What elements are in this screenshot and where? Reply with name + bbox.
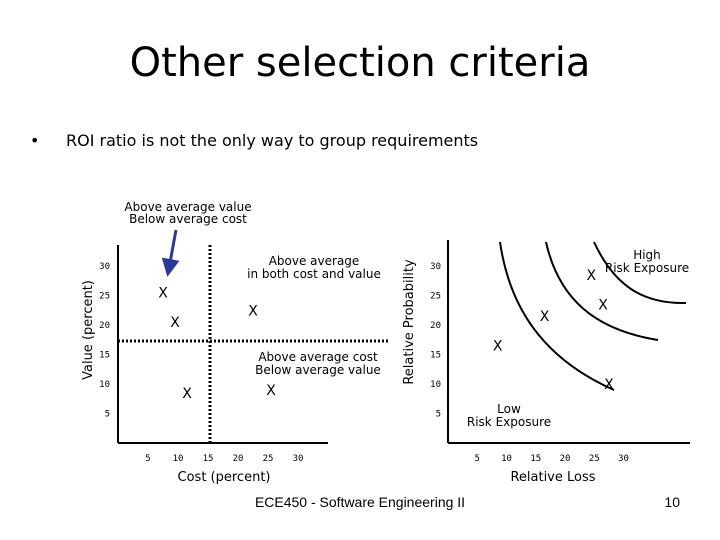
cost-axis-label: Cost (percent) [178,470,271,485]
risk-curve-high [593,241,687,305]
low-risk-note-2: Risk Exposure [467,415,551,429]
bullet-text: ROI ratio is not the only way to group r… [66,131,479,150]
risk-y-tick-label: 20 [430,321,441,331]
value-x-tick-label: 20 [233,454,244,464]
footer-course: ECE450 - Software Engineering II [254,494,466,510]
risk-x-tick-label: 25 [589,454,600,464]
value-x-tick-label: 10 [173,454,184,464]
risk-y-tick-label: 10 [430,380,441,390]
value-x-tick-label: 25 [263,454,274,464]
page-number: 10 [664,494,680,510]
loss-axis-label: Relative Loss [510,470,595,485]
bullet-item: • ROI ratio is not the only way to group … [30,131,478,150]
selection-arrow [161,229,180,277]
value-data-point: X [248,303,258,319]
risk-x-tick-label: 15 [530,454,541,464]
risk-curve-low [499,241,615,391]
low-risk-note-1: Low [497,402,521,416]
risk-y-tick-label: 30 [430,262,441,272]
risk-x-tick-label: 30 [618,454,629,464]
risk-x-tick-label: 20 [560,454,571,464]
value-y-tick-label: 5 [105,410,110,420]
risk-y-tick-label: 15 [430,351,441,361]
cost-above-note-1: Above average cost [258,350,378,364]
value-y-tick-label: 10 [99,380,110,390]
cost-above-note-2: Below average value [255,363,381,377]
value-y-tick-label: 20 [99,321,110,331]
risk-data-point: X [540,309,550,325]
value-data-point: X [170,315,180,331]
below-cost-note: Below average cost [129,212,247,226]
value-data-point: X [182,386,192,402]
risk-x-tick-label: 5 [475,454,480,464]
risk-x-tick-label: 10 [501,454,512,464]
above-value-note: Above average value [124,200,251,214]
high-risk-note-1: High [633,248,661,262]
value-x-tick-label: 30 [293,454,304,464]
value-x-tick-label: 5 [145,454,150,464]
risk-data-point: X [598,297,608,313]
both-above-note-1: Above average [269,254,360,268]
risk-data-point: X [587,268,597,284]
value-y-tick-label: 15 [99,351,110,361]
slide-title: Other selection criteria [129,40,591,86]
risk-data-point: X [604,377,614,393]
value-axis-label: Value (percent) [81,280,96,380]
both-above-note-2: in both cost and value [247,267,381,281]
probability-axis-label: Relative Probability [402,259,417,385]
high-risk-note-2: Risk Exposure [605,261,689,275]
value-x-tick-label: 15 [203,454,214,464]
risk-data-point: X [493,339,503,355]
value-data-point: X [158,286,168,302]
risk-y-tick-label: 25 [430,292,441,302]
value-y-tick-label: 30 [99,262,110,272]
bullet-dot: • [30,131,40,150]
risk-curve-mid [545,241,659,341]
value-data-point: X [266,383,276,399]
risk-y-tick-label: 5 [436,410,441,420]
value-y-tick-label: 25 [99,292,110,302]
